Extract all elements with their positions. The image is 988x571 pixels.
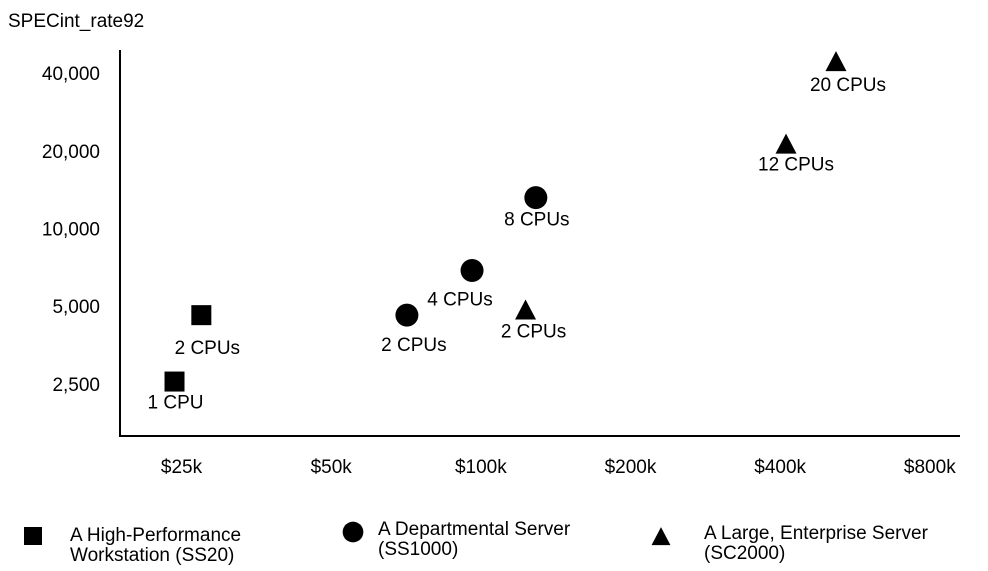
legend-label: A High-Performance Workstation (SS20)	[70, 525, 242, 566]
y-axis-title: SPECint_rate92	[8, 11, 144, 32]
legend-label: A Departmental Server (SS1000)	[378, 519, 571, 560]
legend-marker	[651, 527, 671, 546]
point-label: 1 CPU	[148, 393, 204, 414]
point	[524, 186, 548, 210]
point-label: 20 CPUs	[810, 75, 886, 96]
y-tick-label: 2,500	[52, 375, 100, 396]
point-label: 2 CPUs	[501, 322, 566, 343]
point	[164, 371, 185, 392]
point-label: 2 CPUs	[175, 338, 240, 359]
point-label: 8 CPUs	[504, 210, 569, 231]
y-tick-label: 10,000	[42, 220, 100, 241]
x-tick-label: $200k	[605, 457, 657, 478]
y-tick-label: 20,000	[42, 142, 100, 163]
x-tick-label: $800k	[904, 457, 956, 478]
point-label: 4 CPUs	[427, 290, 492, 311]
x-tick-label: $25k	[161, 457, 203, 478]
legend-marker	[24, 527, 42, 545]
point	[515, 299, 537, 320]
legend-marker	[342, 521, 364, 543]
point	[775, 133, 797, 154]
point-label: 12 CPUs	[758, 155, 834, 176]
point	[395, 303, 419, 327]
y-tick-label: 40,000	[42, 64, 100, 85]
point	[460, 258, 484, 282]
x-tick-label: $100k	[455, 457, 507, 478]
point	[825, 51, 847, 72]
legend-label: A Large, Enterprise Server (SC2000)	[704, 523, 928, 564]
x-tick-label: $50k	[311, 457, 353, 478]
x-tick-label: $400k	[754, 457, 806, 478]
point-label: 2 CPUs	[381, 335, 446, 356]
point	[191, 305, 212, 326]
y-tick-label: 5,000	[52, 297, 100, 318]
